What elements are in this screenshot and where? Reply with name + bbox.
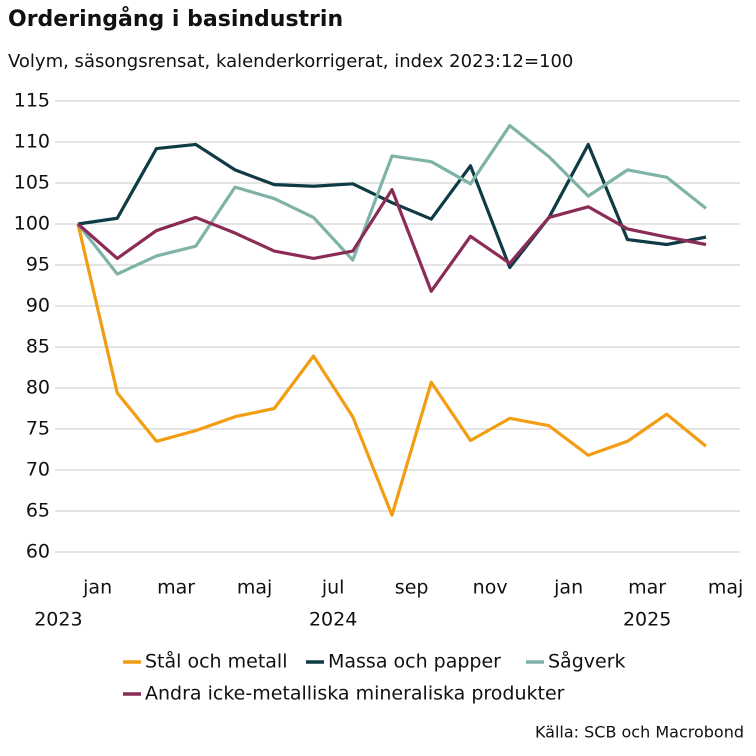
x-tick-label: jan <box>553 577 583 599</box>
x-tick-label: maj <box>708 577 743 599</box>
y-tick-label: 100 <box>14 213 50 235</box>
x-tick-label: jul <box>321 577 345 599</box>
legend-label: Andra icke-metalliska mineraliska produk… <box>145 683 565 705</box>
x-tick-label: maj <box>237 577 272 599</box>
x-year-label: 2024 <box>309 609 357 631</box>
series-line <box>76 187 707 293</box>
y-tick-label: 115 <box>14 90 50 112</box>
series-line <box>76 123 707 276</box>
y-tick-label: 65 <box>26 500 50 522</box>
y-tick-label: 85 <box>26 336 50 358</box>
x-tick-label: mar <box>628 577 666 599</box>
y-tick-label: 75 <box>26 418 50 440</box>
y-tick-label: 90 <box>26 295 50 317</box>
x-year-label: 2023 <box>34 609 82 631</box>
y-tick-label: 70 <box>26 459 50 481</box>
y-tick-label: 95 <box>26 254 50 276</box>
y-tick-label: 105 <box>14 172 50 194</box>
chart-title: Orderingång i basindustrin <box>8 6 343 32</box>
source: Källa: SCB och Macrobond <box>535 723 744 742</box>
x-tick-label: jan <box>82 577 112 599</box>
y-tick-label: 60 <box>26 541 50 563</box>
x-tick-label: sep <box>395 577 429 599</box>
x-tick-label: nov <box>473 577 508 599</box>
y-tick-label: 80 <box>26 377 50 399</box>
chart-subtitle: Volym, säsongsrensat, kalenderkorrigerat… <box>8 51 573 72</box>
x-tick-label: mar <box>157 577 195 599</box>
series-line <box>76 223 708 517</box>
y-tick-label: 110 <box>14 131 50 153</box>
legend-label: Sågverk <box>548 650 626 673</box>
series-line <box>77 142 707 270</box>
legend-label: Stål och metall <box>145 650 287 673</box>
x-year-label: 2025 <box>623 609 671 631</box>
legend-label: Massa och papper <box>328 651 501 673</box>
